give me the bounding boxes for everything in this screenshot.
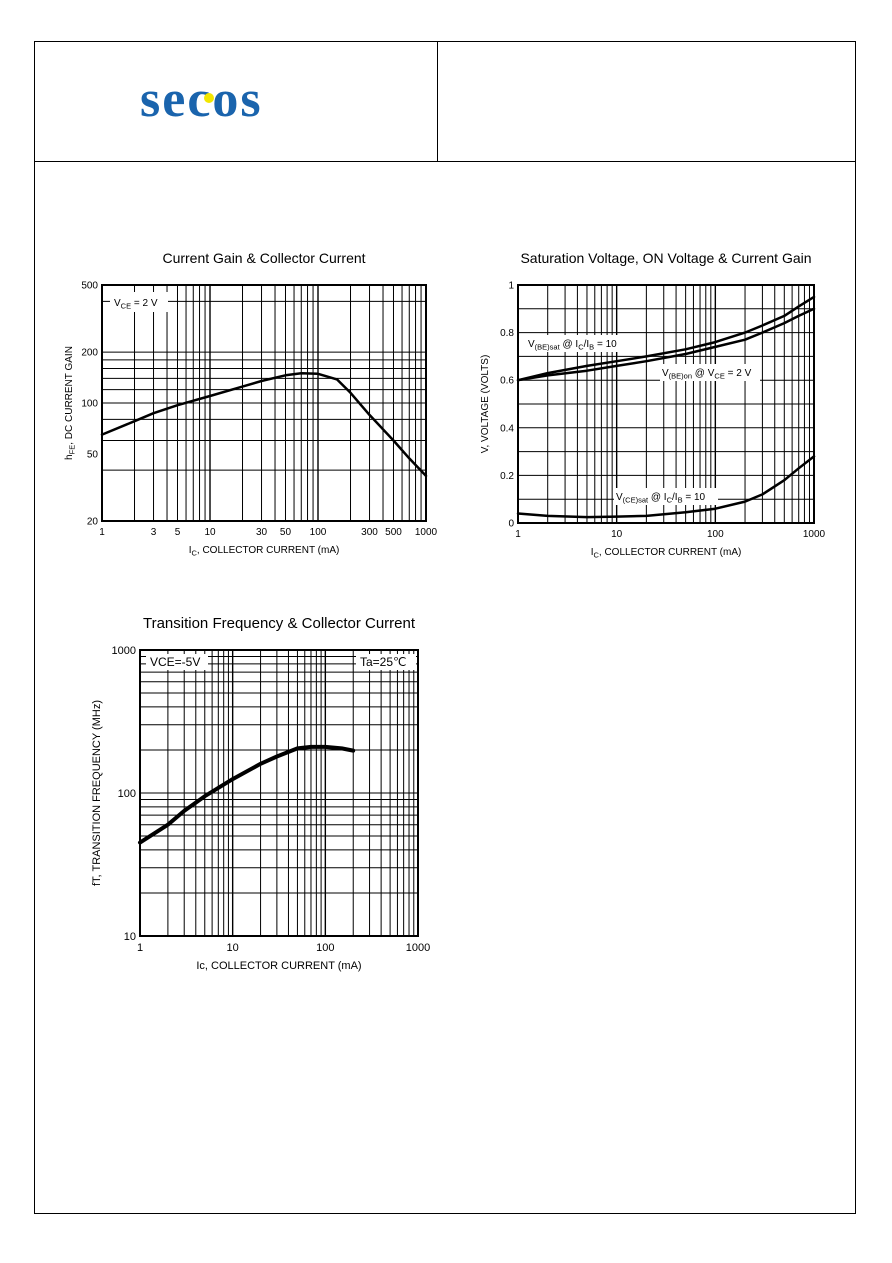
y-tick-label: 50: [87, 449, 99, 460]
annotation-box: [660, 364, 760, 381]
transition-frequency-chart: Transition Frequency & Collector Current…: [91, 615, 430, 972]
x-tick-label: 1: [515, 529, 521, 540]
x-axis-label: Ic, COLLECTOR CURRENT (mA): [196, 960, 361, 972]
x-tick-label: 100: [316, 942, 334, 954]
series-line-3: [516, 455, 816, 519]
chart-title: Transition Frequency & Collector Current: [143, 615, 416, 632]
series-line-1: [138, 744, 356, 845]
annotation-ta: Ta=25℃: [360, 655, 407, 669]
annotation-vce: VCE=-5V: [150, 655, 200, 669]
header-divider: [34, 161, 856, 162]
x-tick-label: 3: [151, 527, 157, 538]
y-tick-label: 200: [81, 348, 98, 359]
y-axis-label: fT, TRANSITION FREQUENCY (MHz): [91, 700, 103, 886]
x-tick-label: 10: [204, 527, 216, 538]
plot-frame: [101, 284, 427, 522]
y-tick-label: 1000: [112, 645, 136, 657]
y-tick-label: 1: [508, 281, 514, 292]
page-frame: [34, 41, 856, 1214]
y-tick-label: 100: [118, 788, 136, 800]
x-axis-label: IC, COLLECTOR CURRENT (mA): [189, 545, 340, 558]
chart-title: Current Gain & Collector Current: [162, 250, 365, 266]
x-tick-label: 1000: [415, 527, 438, 538]
y-tick-label: 0.2: [500, 471, 514, 482]
x-tick-label: 50: [280, 527, 292, 538]
y-tick-label: 500: [81, 281, 98, 292]
y-axis-label: V, VOLTAGE (VOLTS): [480, 355, 491, 454]
annotation-box: [356, 654, 416, 670]
annotation-box: [110, 292, 168, 312]
x-tick-label: 1: [137, 942, 143, 954]
header-vertical-divider: [437, 41, 438, 162]
x-tick-label: 300: [361, 527, 378, 538]
plot-frame: [517, 284, 815, 524]
x-tick-label: 500: [385, 527, 402, 538]
annotation-box: [614, 488, 718, 505]
annotation-series-3: V(CE)sat @ IC/IB = 10: [616, 492, 706, 505]
annotation-series-2: V(BE)on @ VCE = 2 V: [662, 368, 752, 381]
y-tick-label: 0: [508, 519, 514, 530]
plot-frame: [139, 649, 419, 937]
chart-title: Saturation Voltage, ON Voltage & Current…: [520, 250, 811, 266]
x-axis-label: IC, COLLECTOR CURRENT (mA): [591, 547, 742, 560]
x-tick-label: 10: [227, 942, 239, 954]
annotation-box: [146, 654, 208, 670]
logo-accent-dot: [204, 93, 214, 103]
y-tick-label: 100: [81, 399, 98, 410]
annotation-vce: VCE = 2 V: [114, 298, 158, 311]
current-gain-chart: Current Gain & Collector Current 1 3 5 10 30 5…: [64, 250, 438, 558]
x-tick-label: 10: [611, 529, 623, 540]
y-tick-label: 10: [124, 931, 136, 943]
y-tick-label: 20: [87, 517, 99, 528]
y-axis-label: hFE, DC CURRENT GAIN: [64, 346, 77, 460]
y-tick-label: 0.8: [500, 328, 514, 339]
x-tick-label: 30: [256, 527, 268, 538]
x-tick-label: 5: [175, 527, 181, 538]
annotation-box: [526, 335, 638, 352]
series-line-2: [516, 307, 816, 382]
annotation-series-1: V(BE)sat @ IC/IB = 10: [528, 339, 617, 352]
series-line-1: [516, 295, 816, 382]
series-line-1: [100, 372, 428, 478]
x-tick-label: 1000: [406, 942, 430, 954]
secos-logo: secos: [140, 76, 263, 122]
saturation-voltage-chart: Saturation Voltage, ON Voltage & Current…: [480, 250, 826, 560]
y-tick-label: 0.6: [500, 376, 514, 387]
x-tick-label: 1: [99, 527, 105, 538]
x-tick-label: 1000: [803, 529, 826, 540]
x-tick-label: 100: [310, 527, 327, 538]
logo-wordmark: secos: [140, 76, 263, 122]
x-tick-label: 100: [707, 529, 724, 540]
y-tick-label: 0.4: [500, 423, 514, 434]
